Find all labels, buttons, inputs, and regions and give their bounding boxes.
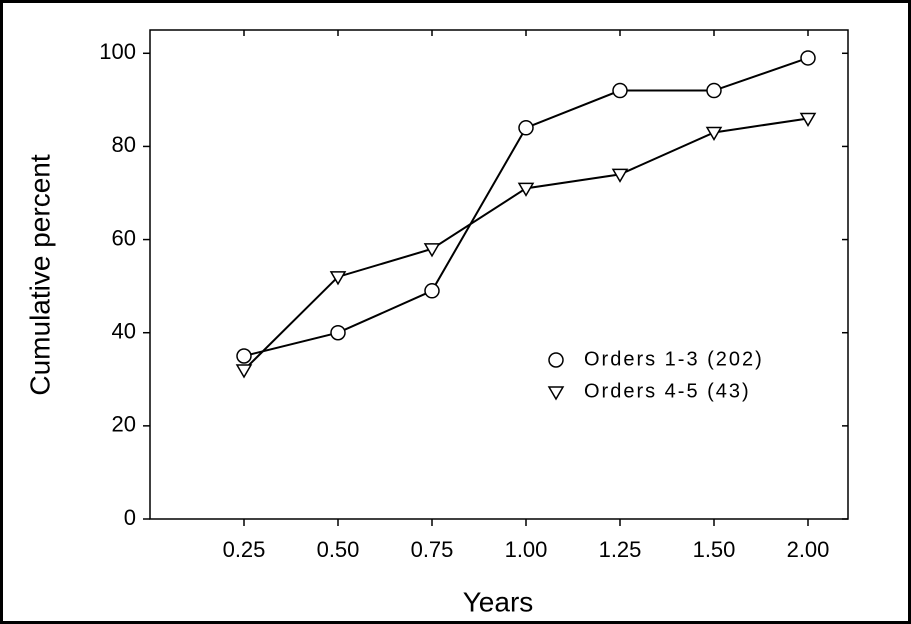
y-tick-label: 20 — [112, 412, 136, 437]
series-line — [243, 117, 809, 371]
x-tick-label: 2.00 — [787, 537, 830, 562]
marker — [518, 120, 534, 136]
x-tick-label: 1.00 — [505, 537, 548, 562]
marker — [799, 112, 817, 127]
x-axis-title: Years — [463, 586, 534, 617]
marker — [423, 243, 441, 258]
marker — [424, 283, 440, 299]
legend-text: Orders 4-5 (43) — [584, 380, 751, 402]
x-tick-label: 0.25 — [223, 537, 266, 562]
marker — [705, 126, 723, 141]
marker — [329, 271, 347, 286]
legend-marker — [547, 386, 565, 401]
marker — [800, 50, 816, 66]
legend-marker — [548, 352, 564, 368]
marker — [330, 324, 346, 341]
marker — [612, 82, 628, 99]
marker — [517, 182, 535, 197]
plot-area — [149, 29, 849, 520]
y-tick-label: 60 — [112, 225, 136, 250]
marker — [236, 348, 252, 364]
x-tick-label: 0.50 — [317, 537, 360, 562]
marker — [611, 168, 629, 183]
y-tick-label: 0 — [124, 505, 136, 530]
y-tick-label: 100 — [99, 39, 136, 64]
y-tick-label: 40 — [112, 319, 136, 344]
y-axis-title: Cumulative percent — [24, 154, 55, 395]
x-tick-label: 1.25 — [599, 537, 642, 562]
legend-text: Orders 1-3 (202) — [584, 348, 764, 370]
marker — [706, 82, 722, 99]
x-tick-label: 1.50 — [693, 537, 736, 562]
y-tick-label: 80 — [112, 132, 136, 157]
series-line — [243, 56, 809, 357]
marker — [235, 364, 253, 379]
x-tick-label: 0.75 — [411, 537, 454, 562]
